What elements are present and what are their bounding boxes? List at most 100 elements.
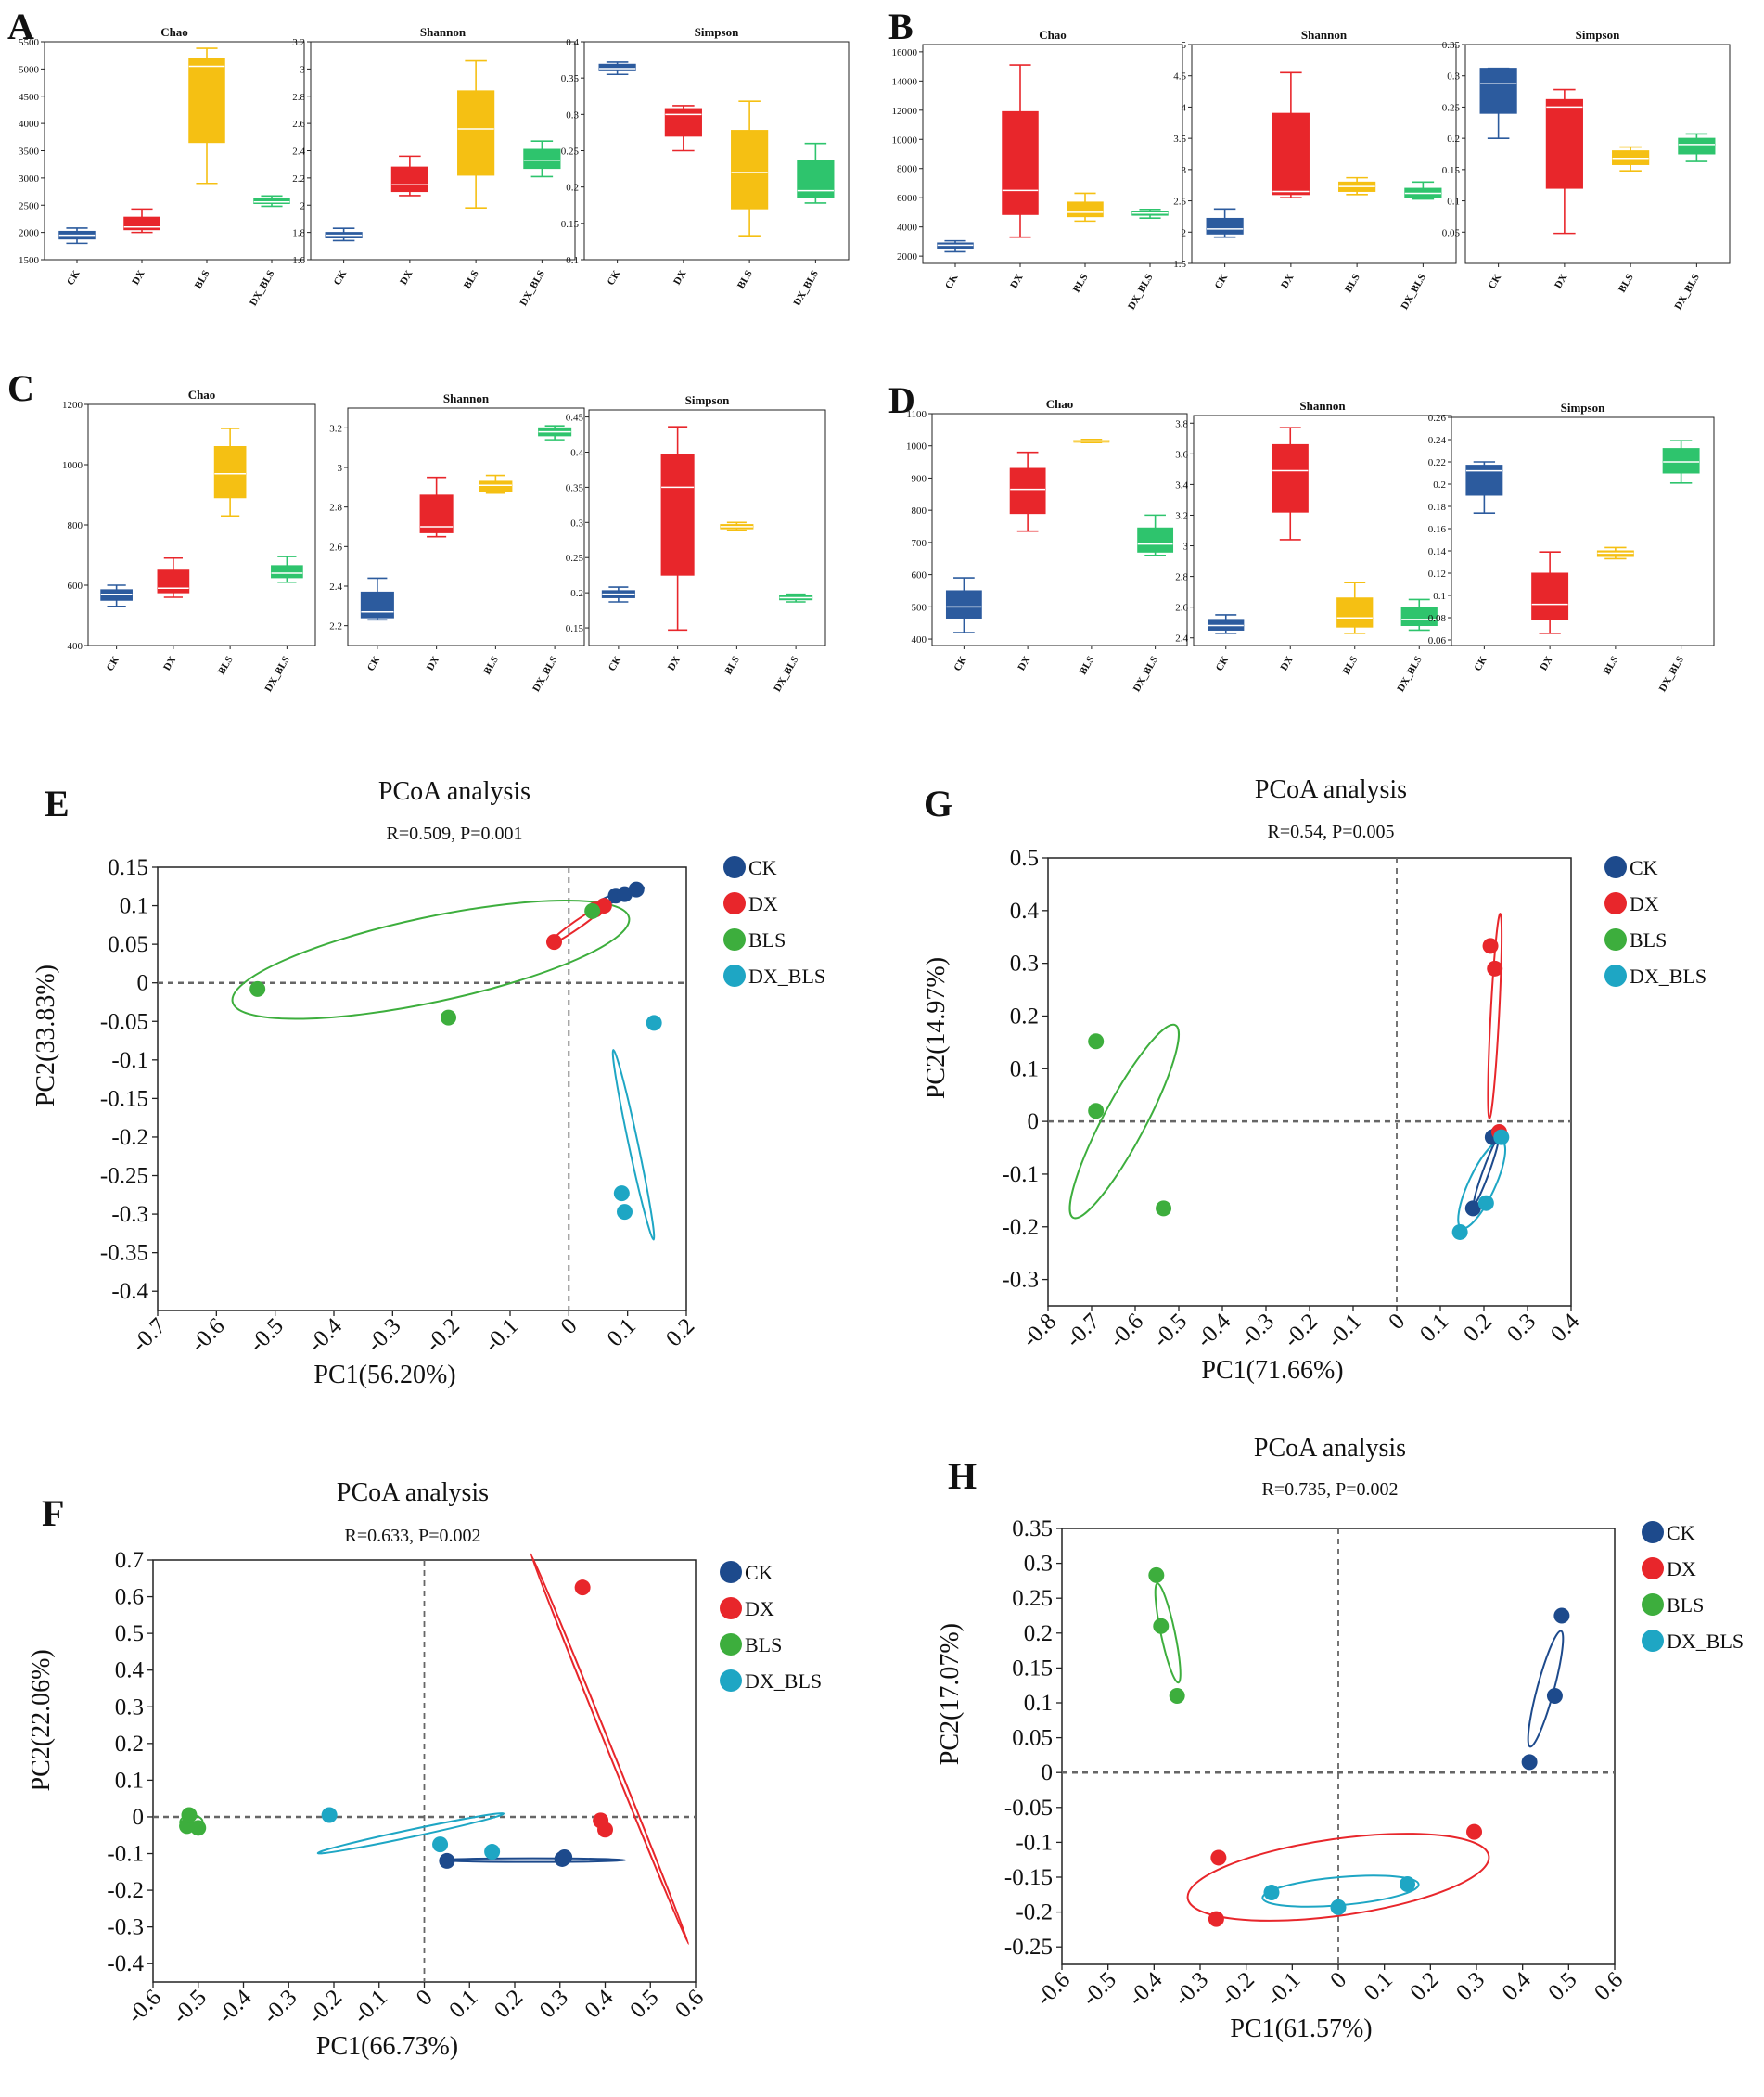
box-body [360, 591, 394, 619]
box-ck [1208, 614, 1245, 634]
y-tick-label: 0.1 [566, 255, 579, 266]
box-ck [1465, 461, 1503, 515]
box-bls [1073, 438, 1110, 444]
series-dx [1208, 1823, 1483, 1927]
box-bls [1596, 546, 1634, 560]
plot-area: 0.50.40.30.20.10-0.1-0.2-0.3-0.8 -0.7 -0.6… [1002, 846, 1584, 1352]
y-tick-label: 2500 [19, 200, 40, 211]
box-ck [360, 577, 394, 621]
y-tick-label: 3.5 [1173, 134, 1186, 145]
category-label: DX_BLS [1131, 655, 1160, 695]
box-dx-bls [1131, 208, 1169, 220]
x-tick-label: 0 [556, 1313, 582, 1339]
y-tick-label: 0.15 [566, 623, 584, 634]
box-body [253, 198, 290, 204]
legend: CK DX BLS DX_BLS [720, 1561, 822, 1693]
y-tick-label: 500 [912, 602, 927, 613]
x-tick-label: 0.6 [1590, 1967, 1628, 2005]
box-dx [390, 155, 428, 197]
data-point [546, 934, 562, 951]
box-body [1272, 112, 1310, 196]
y-tick-label: 0.2 [1447, 134, 1460, 145]
y-tick-label: -0.25 [1004, 1935, 1053, 1960]
y-tick-label: 1.6 [292, 255, 305, 266]
plot-frame [347, 407, 585, 646]
y-tick-label: 3.2 [329, 423, 342, 434]
subplot-title: Shannon [1301, 28, 1348, 42]
y-tick-label: 0.3 [1024, 1552, 1053, 1577]
series-dx-bls [1263, 1876, 1415, 1915]
data-point [1088, 1033, 1105, 1050]
y-tick-label: 0.25 [566, 553, 584, 564]
y-tick-label: 6000 [897, 193, 918, 204]
legend: CK DX BLS DX_BLS [723, 856, 825, 988]
legend-label: DX_BLS [1630, 965, 1706, 988]
y-tick-label: 0.12 [1428, 569, 1446, 580]
box-dx [123, 208, 160, 234]
y-tick-label: 0.3 [566, 109, 579, 121]
data-point [321, 1807, 338, 1823]
category-label: DX_BLS [1672, 273, 1701, 313]
box-ck [937, 239, 974, 253]
y-tick-label: -0.3 [1002, 1268, 1039, 1293]
box-ck [58, 227, 96, 245]
y-tick-label: 3 [1182, 165, 1187, 176]
series-dx-bls [1451, 1129, 1510, 1240]
series-dx [546, 898, 612, 951]
category-label: BLS [1071, 273, 1091, 295]
x-tick-label: -0.3 [1170, 1967, 1213, 2011]
box-bls [1067, 192, 1104, 223]
subplot-simpson: Simpson 0.1 0.15 0.2 0.25 0.3 0.35 0.4 CK DX BLS DX… [561, 25, 850, 308]
series-bls [249, 902, 601, 1026]
category-label: DX_BLS [262, 655, 291, 695]
plot-frame [44, 41, 305, 261]
box-ck [325, 227, 363, 242]
series-dx-bls [613, 1015, 662, 1221]
x-tick-label: 0 [412, 1985, 438, 2011]
box-dx [1545, 88, 1583, 235]
y-tick-label: 0.6 [115, 1585, 144, 1610]
y-tick-label: 0.3 [115, 1694, 144, 1720]
subplot-title: Shannon [1299, 399, 1346, 413]
x-tick-label: -0.5 [168, 1985, 211, 2028]
x-tick-label: 0.2 [1459, 1309, 1497, 1347]
box-body [1137, 527, 1174, 553]
y-tick-label: 0.2 [1024, 1621, 1053, 1646]
ellipse-ck [1473, 1137, 1500, 1206]
box-dx-bls [523, 140, 561, 178]
plot-frame [87, 403, 316, 646]
data-point [484, 1844, 501, 1860]
box-dx [660, 426, 695, 632]
y-tick-label: -0.1 [1016, 1830, 1053, 1855]
box-ck [100, 584, 133, 607]
y-tick-label: 2.4 [1175, 633, 1188, 645]
category-label: DX [1553, 272, 1569, 290]
y-tick-label: 1200 [62, 400, 83, 411]
y-tick-label: 0.4 [570, 447, 583, 458]
series-ck [1521, 1607, 1570, 1771]
category-label: DX_BLS [1126, 273, 1155, 313]
y-tick-label: 0.2 [1010, 1004, 1039, 1029]
box-body [1678, 137, 1716, 155]
subplot-title: Chao [160, 25, 188, 39]
y-tick-label: -0.3 [111, 1202, 148, 1227]
legend: CK DX BLS DX_BLS [1604, 856, 1706, 988]
x-tick-label: -0.2 [303, 1985, 347, 2028]
subplot-simpson: Simpson 0.06 0.08 0.1 0.12 0.14 0.16 0.18 0.2 0.2… [1428, 401, 1715, 694]
category-label: DX [1008, 272, 1025, 290]
box-dx [1272, 71, 1310, 198]
box-body [1208, 619, 1245, 631]
plot-frame [157, 866, 687, 1311]
y-tick-label: 400 [68, 641, 83, 652]
y-tick-label: 900 [912, 473, 927, 484]
ellipse-dx-bls [316, 1812, 505, 1855]
box-dx-bls [1678, 133, 1716, 162]
subplot-shannon: Shannon 1.5 2 2.5 3 3.5 4 4.5 5 CK DX BLS DX_BLS [1173, 28, 1457, 312]
box-body [1336, 597, 1374, 628]
subplot-chao: Chao 2000 4000 6000 8000 10000 12000 14000 16000… [892, 28, 1183, 312]
y-tick-label: -0.35 [100, 1241, 148, 1266]
y-tick-label: 0 [1028, 1109, 1040, 1134]
category-label: BLS [481, 655, 501, 677]
y-tick-label: 2.5 [1173, 197, 1186, 208]
y-tick-label: 0.35 [561, 73, 580, 84]
